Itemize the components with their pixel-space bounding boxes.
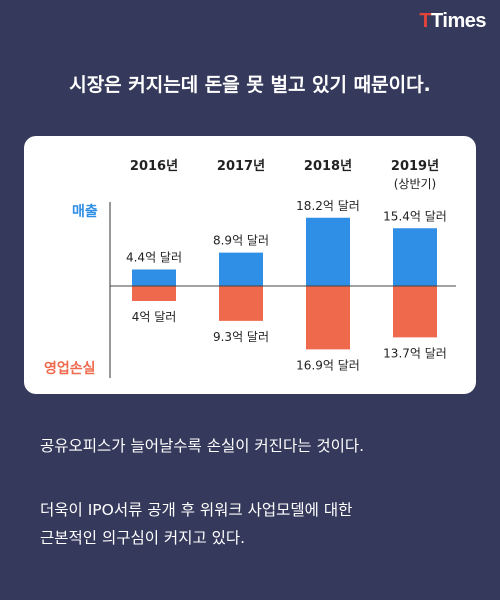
logo-t: T <box>419 10 432 32</box>
loss-label-3: 16.9억 달러 <box>296 358 360 372</box>
loss-label-4: 13.7억 달러 <box>383 346 447 360</box>
ttimes-logo: TTimes <box>419 10 486 33</box>
chart-card: 4.4억 달러 8.9억 달러 18.2억 달러 15.4억 달러 4억 달러 9.3억 … <box>24 136 476 394</box>
revenue-label-4: 15.4억 달러 <box>383 209 447 223</box>
revenue-bar-1 <box>132 269 176 286</box>
loss-bar-2 <box>219 286 263 321</box>
paragraph-2-line-2: 근본적인 의구심이 커지고 있다. <box>40 529 246 547</box>
paragraph-1: 공유오피스가 늘어날수록 손실이 커진다는 것이다. <box>40 432 470 460</box>
category-note-4: (상반기) <box>394 177 436 191</box>
category-label-2: 2017년 <box>217 159 265 174</box>
revenue-loss-chart: 4.4억 달러 8.9억 달러 18.2억 달러 15.4억 달러 4억 달러 9.3억 … <box>44 159 456 378</box>
legend-revenue: 매출 <box>72 203 98 220</box>
revenue-label-1: 4.4억 달러 <box>126 251 182 265</box>
loss-label-1: 4억 달러 <box>132 310 177 324</box>
paragraph-2: 더욱이 IPO서류 공개 후 위워크 사업모델에 대한 근본적인 의구심이 커지… <box>40 496 470 552</box>
category-label-3: 2018년 <box>304 159 352 174</box>
logo-text: Times <box>431 10 486 32</box>
paragraph-1-line-1: 공유오피스가 늘어날수록 손실이 커진다는 것이다. <box>40 437 365 455</box>
revenue-bar-2 <box>219 252 263 286</box>
revenue-bar-3 <box>306 217 350 286</box>
legend-loss: 영업손실 <box>44 360 96 377</box>
loss-bar-1 <box>132 286 176 301</box>
loss-label-2: 9.3억 달러 <box>213 330 269 344</box>
headline: 시장은 커지는데 돈을 못 벌고 있기 때문이다. <box>69 74 431 96</box>
revenue-label-2: 8.9억 달러 <box>213 234 269 248</box>
loss-bar-4 <box>393 286 437 338</box>
revenue-bar-4 <box>393 228 437 286</box>
paragraph-2-line-1: 더욱이 IPO서류 공개 후 위워크 사업모델에 대한 <box>40 501 353 519</box>
loss-bar-3 <box>306 286 350 350</box>
category-label-4: 2019년 <box>391 159 439 174</box>
category-label-1: 2016년 <box>130 159 178 174</box>
revenue-label-3: 18.2억 달러 <box>296 199 360 213</box>
